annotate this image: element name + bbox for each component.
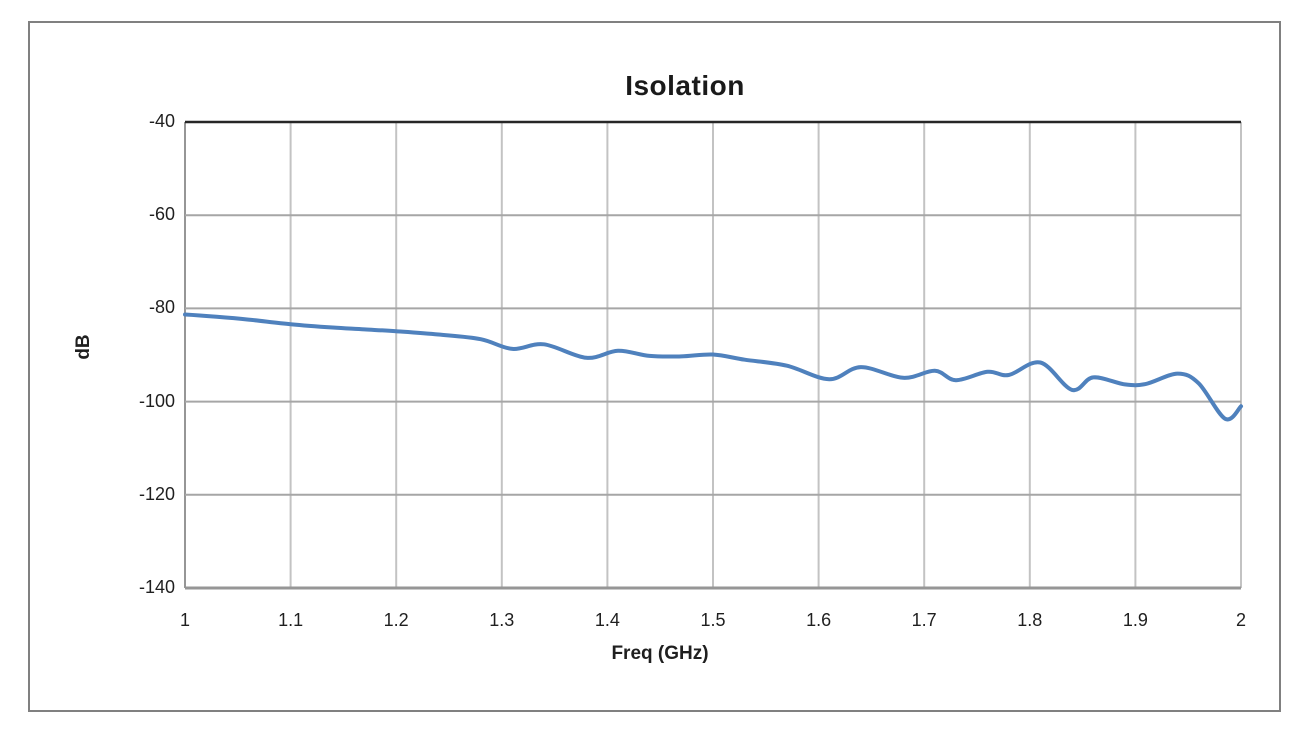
y-tick-label: -140 xyxy=(138,577,175,597)
x-tick-label: 1.6 xyxy=(806,610,832,630)
y-tick-label: -40 xyxy=(148,111,175,131)
x-tick-label: 1.2 xyxy=(383,610,409,630)
chart-title: Isolation xyxy=(625,70,745,101)
x-tick-label: 1 xyxy=(179,610,190,630)
x-tick-label: 1.3 xyxy=(489,610,515,630)
x-tick-label: 1.8 xyxy=(1017,610,1043,630)
x-axis-title: Freq (GHz) xyxy=(611,643,709,664)
x-tick-label: 1.7 xyxy=(911,610,937,630)
x-tick-label: 1.1 xyxy=(278,610,304,630)
chart-outer-frame xyxy=(28,21,1281,712)
y-tick-label: -60 xyxy=(148,204,175,225)
y-axis-title: dB xyxy=(73,334,94,360)
y-tick-label: -120 xyxy=(138,483,175,504)
y-tick-label: -80 xyxy=(148,297,175,318)
x-tick-label: 1.9 xyxy=(1122,610,1148,630)
x-tick-label: 1.4 xyxy=(594,610,620,630)
x-tick-label: 2 xyxy=(1235,610,1246,630)
y-tick-label: -100 xyxy=(138,390,175,411)
series-line-isolation xyxy=(183,312,1243,422)
plot-area xyxy=(183,120,1243,590)
x-tick-label: 1.5 xyxy=(700,610,726,630)
